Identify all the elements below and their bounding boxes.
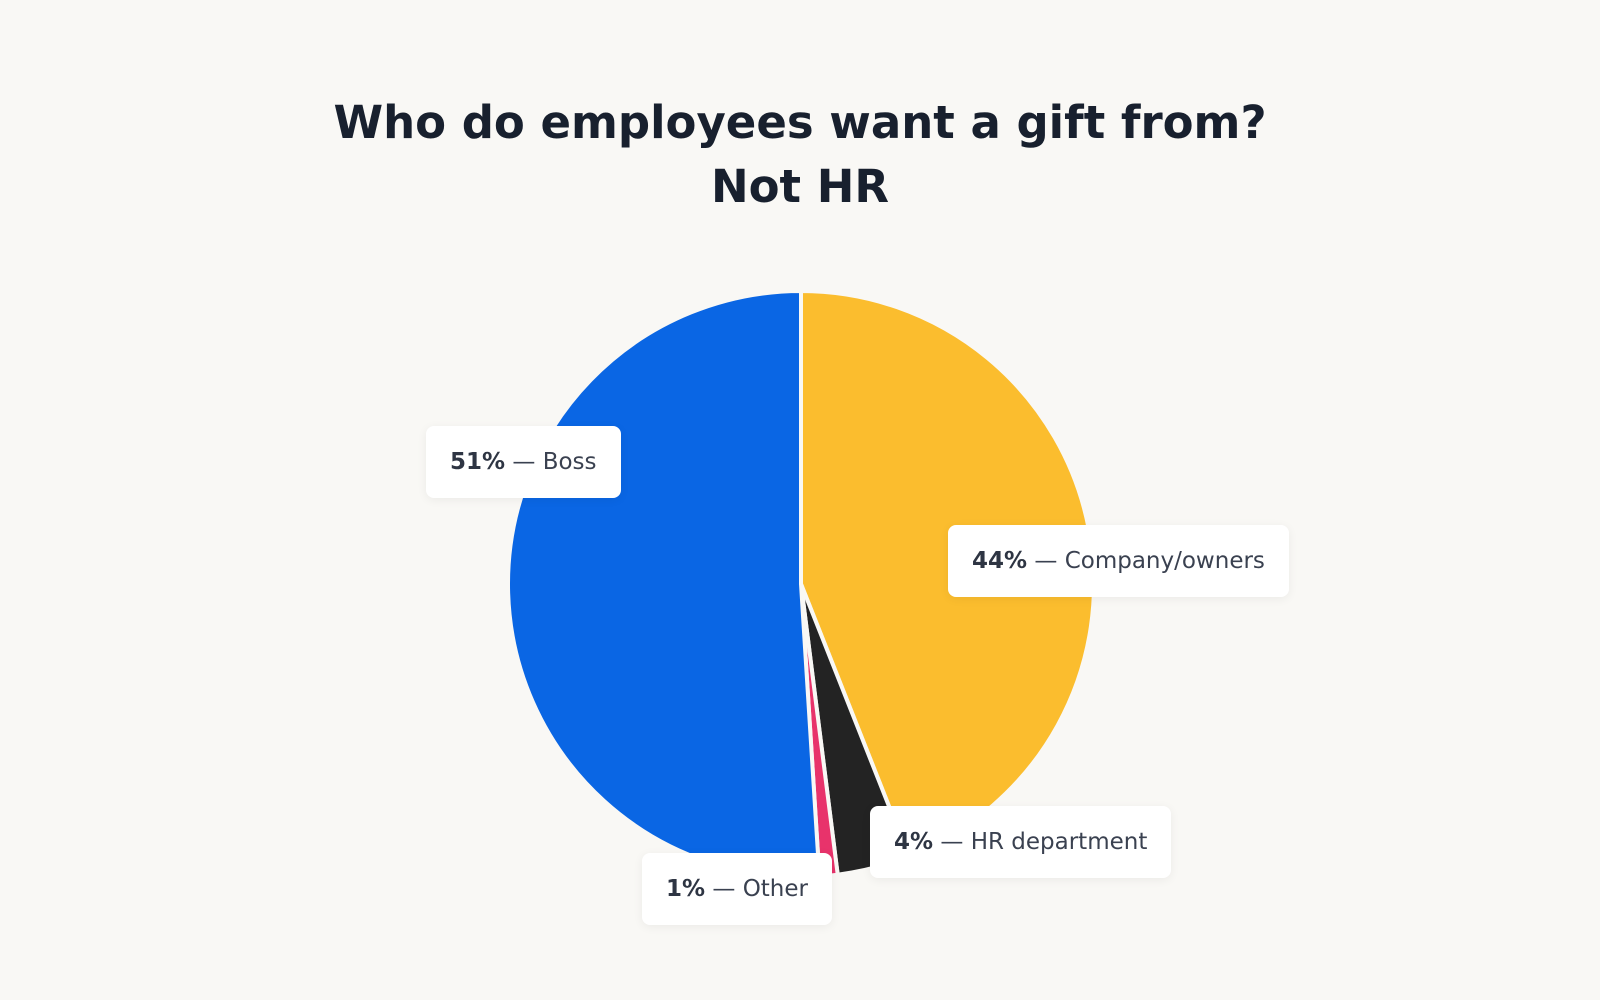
value-label: 1% bbox=[666, 876, 706, 902]
separator: — bbox=[512, 449, 536, 475]
data-label: 44% — Company/owners bbox=[948, 525, 1289, 597]
value-label: 4% bbox=[894, 829, 934, 855]
value-label: 44% bbox=[972, 548, 1028, 574]
chart-title: Who do employees want a gift from? bbox=[333, 96, 1267, 149]
data-label: 4% — HR department bbox=[870, 806, 1172, 878]
separator: — bbox=[712, 876, 736, 902]
separator: — bbox=[1034, 548, 1058, 574]
category-label: Other bbox=[742, 876, 808, 902]
value-label: 51% bbox=[450, 449, 506, 475]
category-label: Boss bbox=[542, 449, 597, 475]
separator: — bbox=[940, 829, 964, 855]
data-label: 1% — Other bbox=[642, 853, 832, 925]
pie-slice bbox=[506, 289, 822, 879]
category-label: Company/owners bbox=[1064, 548, 1265, 574]
chart-subtitle: Not HR bbox=[710, 160, 890, 213]
category-label: HR department bbox=[970, 829, 1148, 855]
data-label: 51% — Boss bbox=[426, 426, 621, 498]
